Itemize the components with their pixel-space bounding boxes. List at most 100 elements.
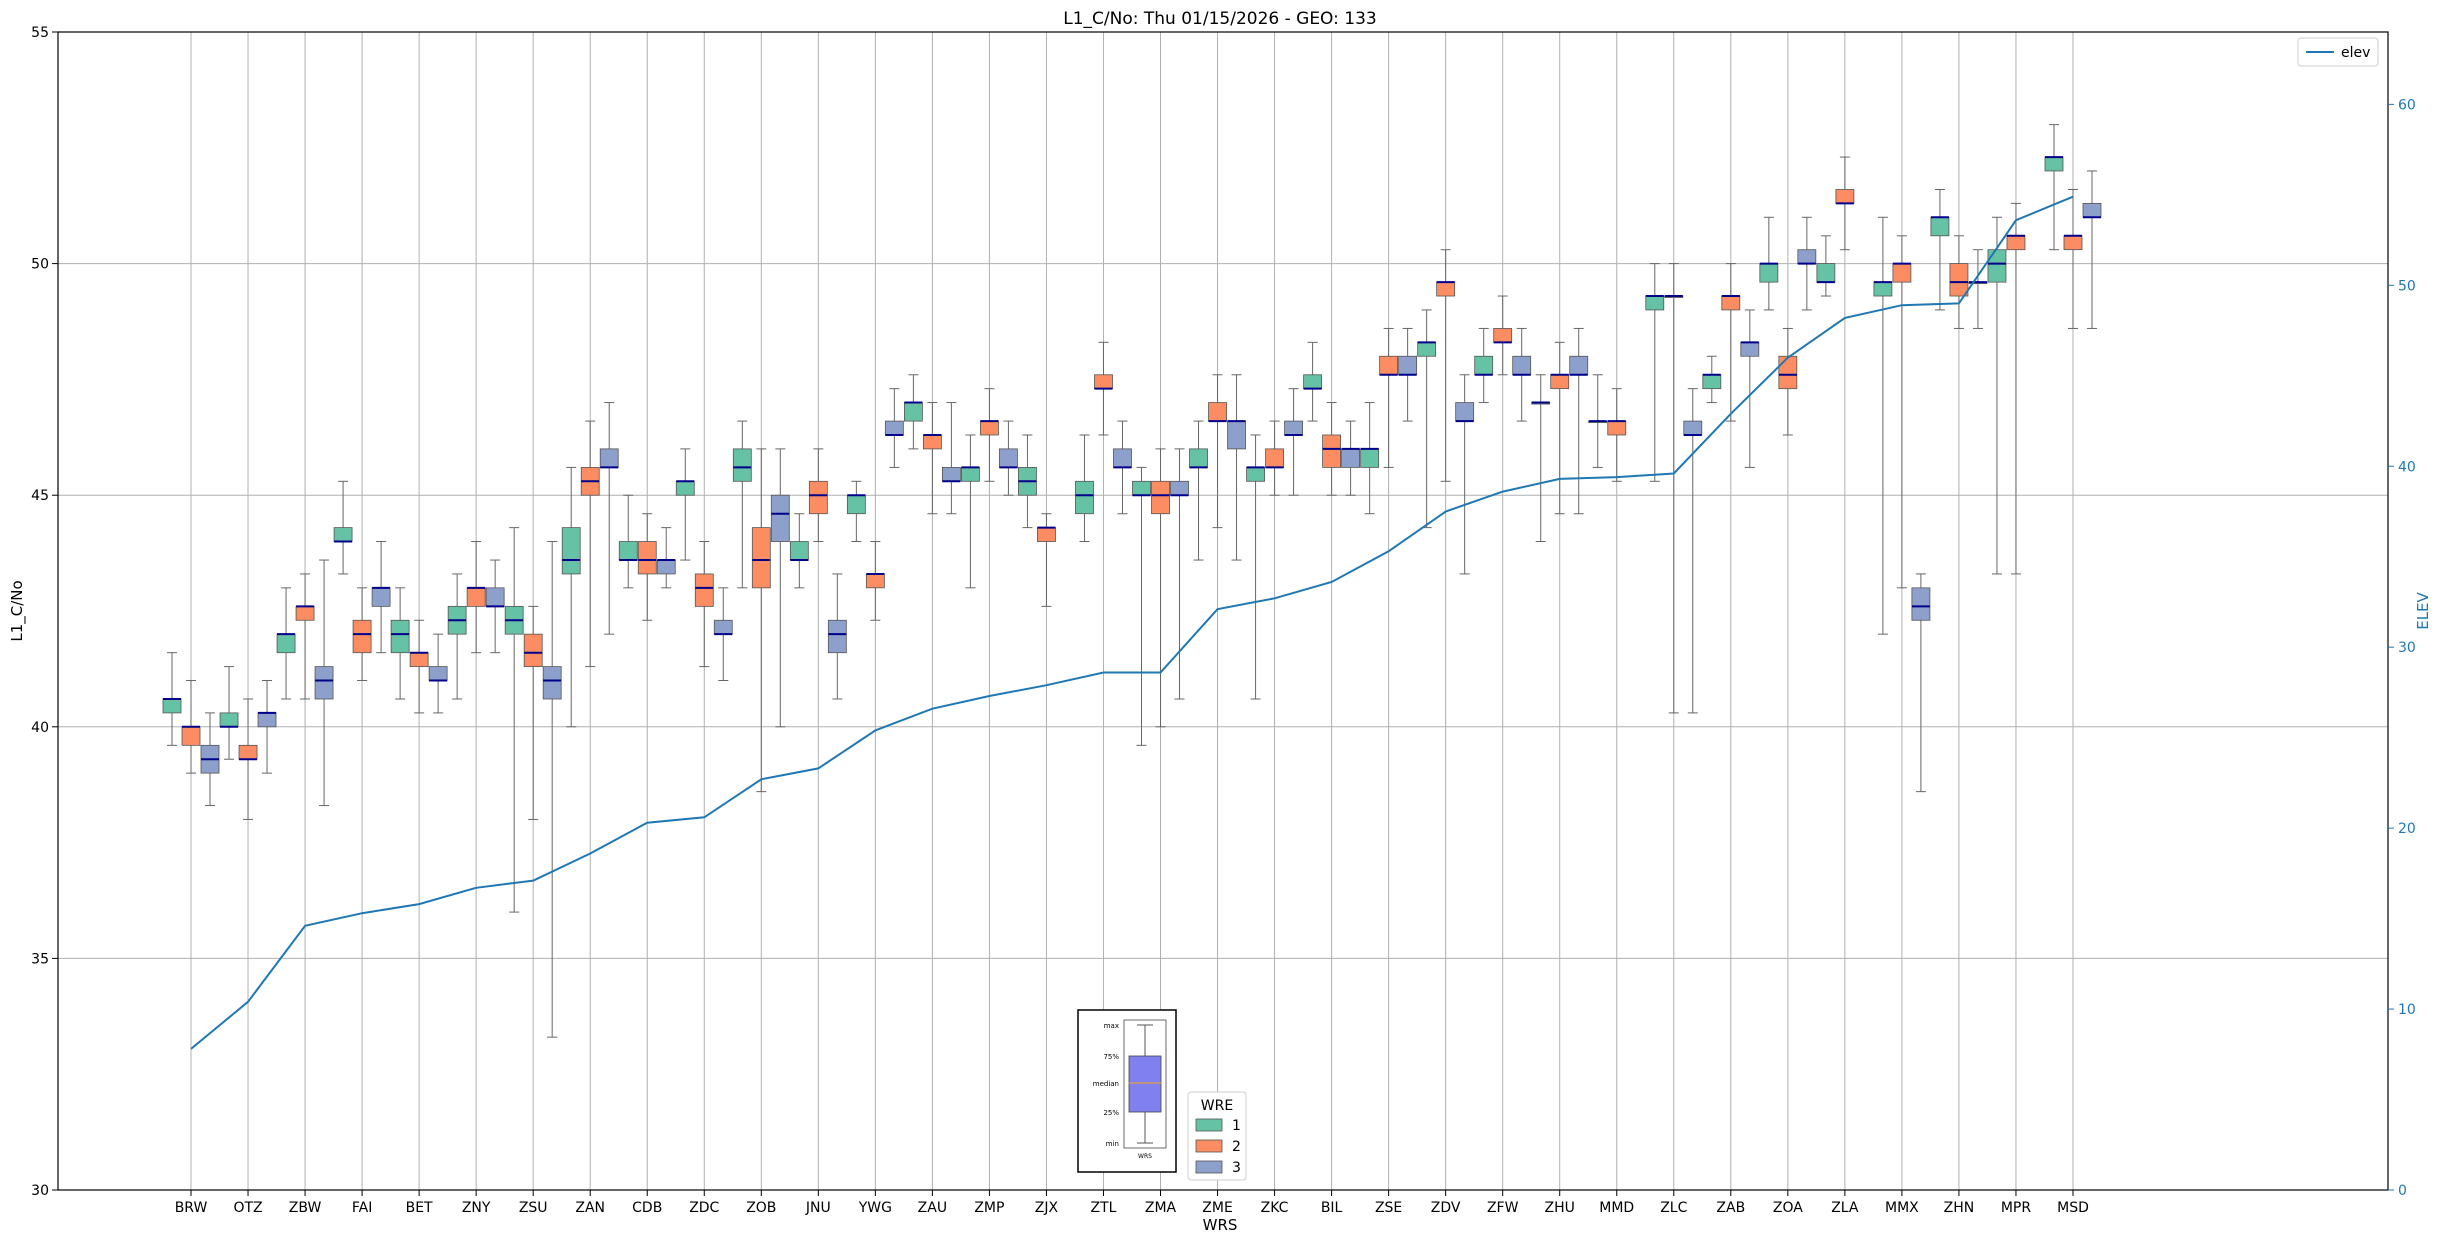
box-1	[961, 467, 980, 482]
whisker-layer	[167, 124, 2097, 1038]
box-2	[808, 480, 828, 515]
box-1	[732, 448, 752, 482]
x-tick-label: ZAN	[575, 1200, 605, 1216]
box-1	[219, 712, 239, 728]
box-1	[1873, 281, 1893, 297]
box-2	[1550, 374, 1570, 390]
box-2	[2063, 235, 2083, 251]
box-1	[1702, 374, 1722, 390]
box-3	[314, 666, 334, 700]
box-3	[1683, 420, 1703, 436]
box-2	[1322, 434, 1341, 468]
box-2	[181, 726, 201, 746]
box-1	[1645, 295, 1665, 311]
x-tick-label: ZOB	[746, 1200, 776, 1216]
x-tick-label: MMD	[1599, 1200, 1634, 1216]
box-1	[1417, 341, 1437, 357]
y-axis-left: 30 35 40 45 50 55	[31, 25, 58, 1199]
y2-tick-label: 0	[2398, 1183, 2407, 1199]
x-axis-label: WRS	[1203, 1216, 1238, 1234]
x-tick-label: ZME	[1202, 1200, 1233, 1216]
box-1	[1189, 448, 1208, 468]
chart-title: L1_C/No: Thu 01/15/2026 - GEO: 133	[1063, 9, 1376, 29]
wre-legend: WRE 1 2 3	[1187, 1091, 1247, 1181]
legend-swatch-2	[1195, 1139, 1223, 1153]
box-3	[1569, 355, 1589, 376]
box-2	[751, 527, 771, 589]
box-2	[694, 573, 714, 607]
y-tick-label: 50	[31, 257, 49, 273]
box-3	[999, 448, 1018, 468]
key-label-q1: 25%	[1103, 1109, 1119, 1117]
x-tick-label: ZKC	[1261, 1200, 1289, 1216]
y2-tick-label: 40	[2398, 459, 2416, 475]
box-1	[903, 402, 923, 422]
box-3	[599, 448, 619, 468]
legend-swatch-3	[1195, 1160, 1223, 1174]
legend-label-3: 3	[1232, 1160, 1241, 1176]
box-1	[1474, 355, 1494, 376]
box-1	[1987, 249, 2007, 283]
box-2	[1892, 263, 1912, 283]
x-tick-label: ZNY	[462, 1200, 491, 1216]
x-tick-label: ZTL	[1091, 1200, 1117, 1216]
box-1	[276, 633, 296, 654]
y2-tick-label: 50	[2398, 278, 2416, 294]
elevation-layer	[190, 195, 2074, 1050]
box-1	[1303, 374, 1322, 390]
box-3	[1284, 420, 1303, 436]
box-2	[1436, 281, 1456, 297]
x-tick-label: ZLA	[1831, 1200, 1859, 1216]
box-2	[523, 633, 543, 667]
x-tick-label: BIL	[1321, 1200, 1343, 1216]
box-2	[1949, 263, 1969, 297]
x-tick-label: ZHN	[1944, 1200, 1975, 1216]
y-axis-right: 0 10 20 30 40 50 60	[2388, 97, 2416, 1199]
box-2	[1835, 189, 1855, 204]
x-tick-label: ZJX	[1035, 1200, 1059, 1216]
elev-line	[190, 195, 2074, 1050]
x-tick-label: MMX	[1885, 1200, 1919, 1216]
box-1	[618, 541, 638, 561]
box-3	[1797, 249, 1817, 264]
box-2	[1379, 355, 1399, 376]
box-1	[789, 541, 809, 561]
x-tick-label: CDB	[632, 1200, 662, 1216]
y2-tick-label: 20	[2398, 821, 2416, 837]
key-label-max: max	[1104, 1022, 1119, 1030]
box-1	[1360, 448, 1380, 468]
y2-axis-label: ELEV	[2414, 591, 2432, 629]
box-2	[637, 541, 657, 575]
x-tick-label: ZMA	[1145, 1200, 1177, 1216]
legend-swatch-1	[1195, 1118, 1223, 1132]
box-1	[1246, 467, 1265, 482]
box-3	[884, 420, 904, 436]
box-3	[1227, 420, 1246, 450]
box-1	[2044, 156, 2064, 172]
y-tick-label: 30	[31, 1183, 49, 1199]
y-tick-label: 40	[31, 720, 49, 736]
x-tick-label: ZDC	[689, 1200, 719, 1216]
y2-tick-label: 60	[2398, 97, 2416, 113]
box-3	[2082, 202, 2102, 218]
box-2	[1094, 374, 1113, 390]
box-2	[238, 744, 258, 760]
box-3	[1398, 355, 1418, 376]
key-label-median: median	[1093, 1080, 1119, 1088]
key-label-min: min	[1106, 1140, 1119, 1148]
box-3	[1455, 402, 1475, 422]
x-tick-label: ZAU	[918, 1200, 947, 1216]
box-1	[1075, 480, 1094, 515]
x-tick-label: ZMP	[974, 1200, 1004, 1216]
x-tick-label: MPR	[2001, 1200, 2032, 1216]
box-3	[428, 666, 448, 681]
x-tick-label: ZSE	[1375, 1200, 1402, 1216]
key-caption: WRS	[1138, 1153, 1152, 1160]
box-3	[485, 587, 505, 607]
box-3	[656, 559, 676, 575]
y-tick-label: 35	[31, 951, 49, 967]
x-tick-label: ZBW	[289, 1200, 322, 1216]
wre-legend-title: WRE	[1201, 1098, 1233, 1114]
box-3	[941, 467, 961, 482]
